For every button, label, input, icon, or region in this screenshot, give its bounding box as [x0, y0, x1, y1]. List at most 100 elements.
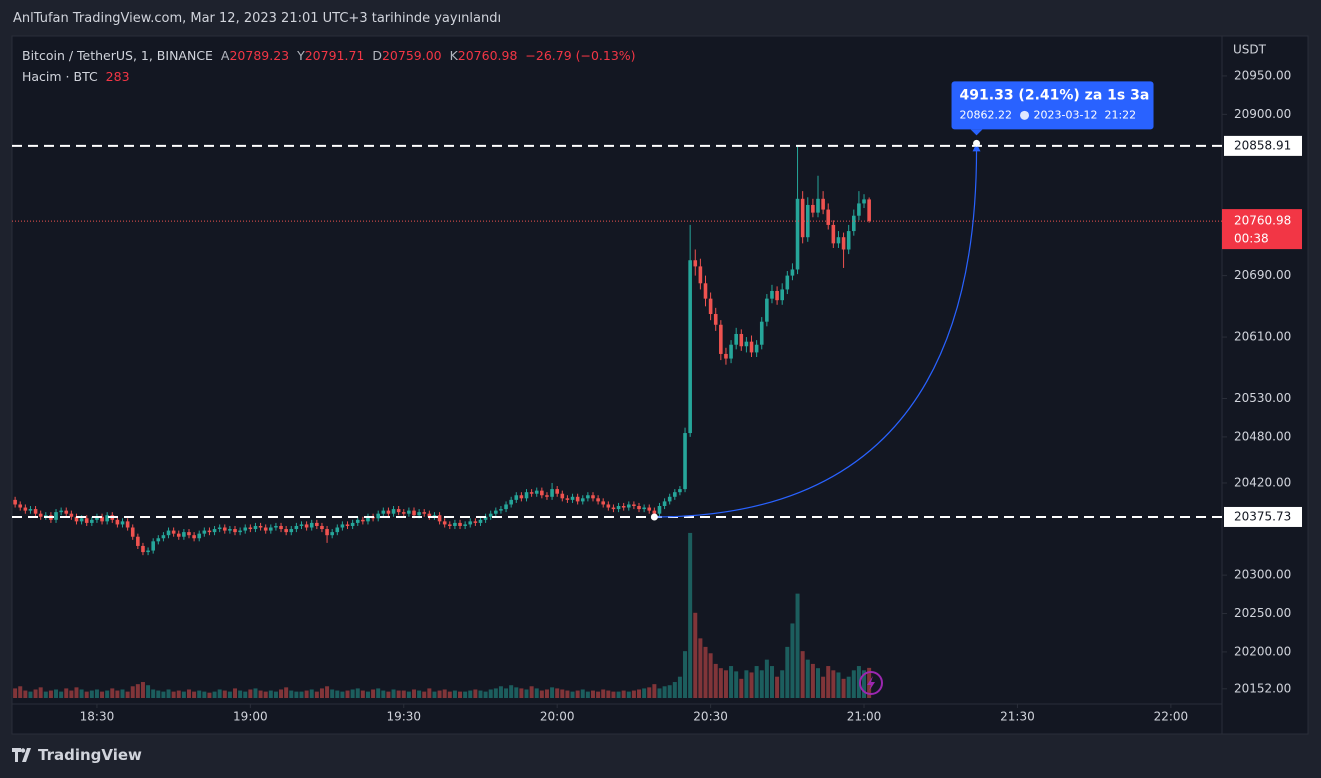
ohlc-key: K: [449, 48, 458, 63]
candle-body: [182, 532, 186, 537]
candle-body: [458, 522, 462, 526]
volume-bar: [631, 690, 636, 698]
candle-body: [289, 529, 294, 533]
volume-bar: [233, 688, 238, 698]
volume-bar: [304, 690, 309, 698]
candle-body: [340, 524, 345, 528]
volume-bar: [550, 687, 555, 698]
volume-bar: [279, 689, 284, 698]
current-price-box: [1222, 209, 1302, 250]
candle-body: [222, 527, 227, 531]
candle-body: [325, 529, 329, 536]
volume-bar: [565, 690, 570, 698]
candle-body: [846, 231, 851, 250]
candle-body: [125, 521, 130, 528]
candle-body: [274, 525, 278, 528]
candle-body: [494, 510, 498, 514]
candle-body: [504, 504, 508, 510]
volume-bar: [146, 685, 151, 698]
y-tick-label: 20690.00: [1234, 268, 1291, 282]
volume-bar: [473, 689, 478, 698]
candle-body: [120, 521, 125, 525]
ohlc-key: Y: [297, 48, 305, 63]
candle-body: [713, 314, 718, 325]
candle-body: [596, 498, 600, 502]
y-tick-label: 20480.00: [1234, 429, 1291, 443]
volume-label: Hacim · BTC: [22, 69, 98, 84]
candle-body: [867, 199, 871, 222]
candle-body: [483, 516, 488, 520]
candle-body: [350, 522, 355, 526]
candle-body: [800, 198, 805, 238]
candle-body: [749, 341, 754, 353]
volume-bar: [713, 663, 718, 698]
volume-bar: [729, 666, 734, 698]
logo: [12, 748, 31, 762]
candle-body: [207, 530, 212, 533]
candle-body: [540, 490, 544, 496]
candle-body: [233, 529, 237, 533]
candle-body: [422, 512, 427, 514]
volume-bar: [284, 687, 289, 698]
candle-body: [734, 333, 738, 345]
candle-body: [529, 492, 534, 494]
volume-bar: [166, 689, 171, 698]
panel: [11, 35, 1309, 735]
volume-bar: [355, 688, 360, 698]
candle-body: [647, 507, 652, 511]
volume-bar: [135, 684, 140, 698]
volume-bar: [238, 690, 243, 698]
candle-body: [171, 530, 176, 534]
volume-bar: [621, 690, 626, 698]
volume-bar: [140, 682, 145, 698]
candle-body: [299, 524, 304, 526]
volume-bar: [258, 690, 263, 698]
volume-bar: [662, 686, 667, 698]
candle-body: [238, 530, 242, 533]
volume-bar: [391, 689, 396, 698]
volume-bar: [693, 612, 698, 698]
volume-bar: [365, 691, 370, 698]
candle-body: [304, 524, 309, 528]
candle-body: [151, 541, 155, 551]
candle-body: [524, 492, 529, 499]
volume-bar: [43, 691, 48, 698]
lightning-icon[interactable]: [859, 671, 883, 695]
volume-bar: [483, 691, 488, 698]
candle-body: [176, 533, 181, 537]
volume-bar: [309, 689, 314, 698]
candle-body: [228, 529, 232, 531]
candle-body: [248, 527, 253, 530]
candle-body: [703, 283, 708, 299]
candle-body: [156, 538, 161, 542]
candle-body: [570, 496, 575, 500]
volume-bar: [38, 687, 43, 698]
volume-bar: [345, 690, 350, 698]
candle-body: [401, 512, 406, 514]
volume-bar: [84, 691, 89, 698]
unit-label: USDT: [1233, 43, 1267, 57]
candle-body: [453, 522, 457, 526]
candle-body: [105, 515, 109, 522]
candle-body: [606, 504, 611, 508]
measure-box-pointer: [970, 129, 983, 136]
volume-bar: [647, 687, 652, 698]
volume-bar: [544, 689, 549, 698]
candle-body: [166, 530, 171, 536]
legend: Bitcoin / TetherUS, 1, BINANCE A20789.23…: [22, 45, 636, 87]
volume-bar: [381, 690, 386, 698]
clock-icon: [1020, 110, 1030, 120]
candle-body: [269, 527, 273, 531]
y-tick-label: 20530.00: [1234, 391, 1291, 405]
measure-arrowhead: [972, 143, 981, 152]
volume-bar: [744, 670, 749, 698]
volume-bar: [585, 691, 590, 698]
candle-body: [811, 204, 815, 213]
volume-bar: [785, 646, 790, 698]
candle-body: [601, 501, 606, 505]
candle-body: [253, 525, 258, 530]
measure-end: [973, 139, 981, 147]
candle-body: [284, 529, 288, 533]
candle-body: [361, 519, 365, 522]
